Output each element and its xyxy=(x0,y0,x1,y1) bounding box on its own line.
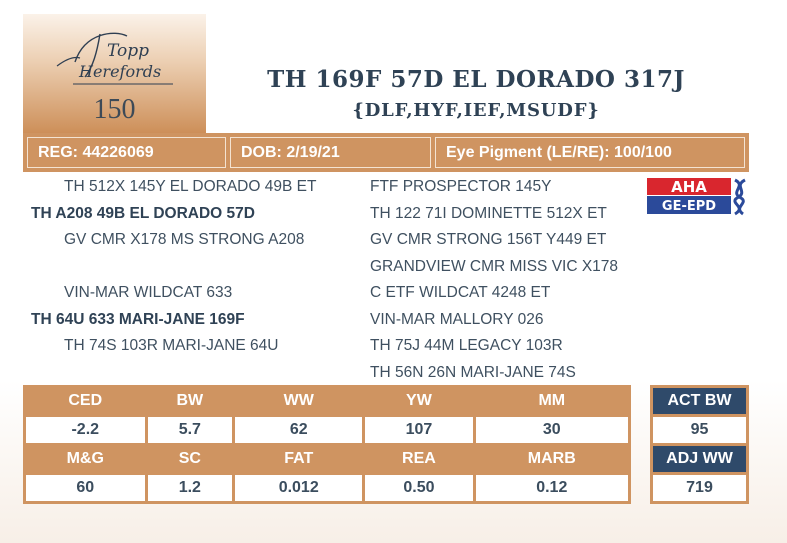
epd-header-bw: BW xyxy=(176,392,204,409)
topp-herefords-logo: Topp Herefords xyxy=(56,32,173,85)
epd-header-marb: MARB xyxy=(527,450,576,467)
logo-lot-box: Topp Herefords 150 xyxy=(23,14,206,133)
epd-header-ww: WW xyxy=(283,392,314,409)
registration-number: REG: 44226069 xyxy=(27,137,226,168)
epd-value-row: -2.2 5.7 62 107 30 xyxy=(26,417,628,443)
svg-text:AHA: AHA xyxy=(671,178,707,196)
epd-header-row: M&G SC FAT REA MARB xyxy=(26,446,628,472)
pedigree-right-line: GV CMR STRONG 156T Y449 ET xyxy=(370,231,607,248)
pedigree-dam-sire: VIN-MAR WILDCAT 633 xyxy=(64,284,233,301)
pedigree-sire-dam: GV CMR X178 MS STRONG A208 xyxy=(64,231,305,248)
pedigree-dam: TH 64U 633 MARI-JANE 169F xyxy=(31,311,245,328)
epd-value-bw: 5.7 xyxy=(147,417,233,443)
epd-value-mm: 30 xyxy=(475,417,628,443)
genetic-tags: {DLF,HYF,IEF,MSUDF} xyxy=(352,100,600,121)
epd-value-rea: 0.50 xyxy=(365,475,473,501)
epd-value-ww: 62 xyxy=(235,417,363,443)
epd-value-ced: -2.2 xyxy=(26,417,145,443)
eye-pigment: Eye Pigment (LE/RE): 100/100 xyxy=(435,137,745,168)
epd-table: CED BW WW YW MM -2.2 5.7 62 107 30 M&G S… xyxy=(23,385,631,504)
pedigree-right-line: TH 122 71I DOMINETTE 512X ET xyxy=(370,205,607,222)
epd-header-sc: SC xyxy=(178,450,201,467)
adj-ww-label: ADJ WW xyxy=(653,446,746,472)
pedigree-right-line: GRANDVIEW CMR MISS VIC X178 xyxy=(370,258,619,275)
pedigree-right-line: FTF PROSPECTOR 145Y xyxy=(370,178,552,195)
pedigree-right-line: TH 75J 44M LEGACY 103R xyxy=(370,337,563,354)
epd-header-mg: M&G xyxy=(66,450,104,467)
svg-text:Topp: Topp xyxy=(107,41,149,61)
epd-header-yw: YW xyxy=(406,392,432,409)
epd-header-ced: CED xyxy=(68,392,103,409)
epd-header-fat: FAT xyxy=(284,450,314,467)
pedigree-sire: TH A208 49B EL DORADO 57D xyxy=(31,205,255,222)
epd-value-sc: 1.2 xyxy=(147,475,233,501)
actual-weights-table: ACT BW 95 ADJ WW 719 xyxy=(650,385,749,504)
epd-value-row: 60 1.2 0.012 0.50 0.12 xyxy=(26,475,628,501)
act-bw-value: 95 xyxy=(653,417,746,443)
epd-value-fat: 0.012 xyxy=(235,475,363,501)
animal-name: TH 169F 57D EL DORADO 317J xyxy=(267,66,685,93)
epd-header-row: CED BW WW YW MM xyxy=(26,388,628,414)
pedigree-right-line: VIN-MAR MALLORY 026 xyxy=(370,311,544,328)
lot-number: 150 xyxy=(93,94,136,125)
epd-value-marb: 0.12 xyxy=(475,475,628,501)
pedigree-sire-sire: TH 512X 145Y EL DORADO 49B ET xyxy=(64,178,317,195)
epd-header-rea: REA xyxy=(402,450,436,467)
svg-text:GE-EPD: GE-EPD xyxy=(662,199,716,214)
epd-header-mm: MM xyxy=(538,392,566,409)
info-bar: REG: 44226069 DOB: 2/19/21 Eye Pigment (… xyxy=(23,133,749,172)
pedigree-right-line: C ETF WILDCAT 4248 ET xyxy=(370,284,551,301)
pedigree-right-line: TH 56N 26N MARI-JANE 74S xyxy=(370,364,576,381)
epd-value-mg: 60 xyxy=(26,475,145,501)
pedigree-dam-dam: TH 74S 103R MARI-JANE 64U xyxy=(64,337,279,354)
epd-value-yw: 107 xyxy=(365,417,473,443)
aha-ge-epd-logo: AHA GE-EPD xyxy=(645,176,751,216)
act-bw-label: ACT BW xyxy=(653,388,746,414)
adj-ww-value: 719 xyxy=(653,475,746,501)
date-of-birth: DOB: 2/19/21 xyxy=(230,137,431,168)
svg-text:Herefords: Herefords xyxy=(78,62,161,81)
